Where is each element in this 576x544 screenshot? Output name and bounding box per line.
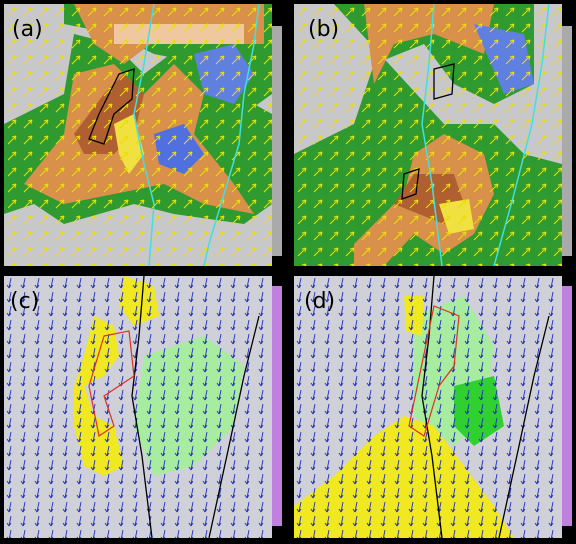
colorbar	[272, 286, 282, 526]
panel-label: (c)	[10, 289, 39, 314]
panel-label: (d)	[304, 289, 335, 314]
coastline	[421, 276, 443, 538]
colorbar	[562, 286, 572, 526]
colorbar	[562, 26, 572, 256]
panel-d: (d)	[294, 276, 572, 538]
contour	[408, 305, 460, 437]
panel-c: (c)	[4, 276, 282, 538]
wind-vectors	[4, 276, 272, 538]
wind-vectors	[294, 4, 562, 266]
coastline	[131, 276, 153, 538]
coastline	[203, 4, 260, 266]
panel-label: (a)	[12, 17, 43, 42]
coastline	[493, 4, 550, 266]
colorbar	[272, 26, 282, 256]
coastline	[498, 315, 550, 538]
panel-b: (b)	[294, 4, 572, 266]
panel-a: (a)	[4, 4, 282, 266]
contour	[88, 68, 135, 145]
panel-label: (b)	[308, 17, 339, 42]
coastline	[421, 4, 443, 266]
coastline	[133, 4, 155, 266]
coastline	[208, 315, 260, 538]
contour	[88, 330, 135, 437]
wind-vectors	[294, 276, 562, 538]
contour	[401, 63, 455, 200]
